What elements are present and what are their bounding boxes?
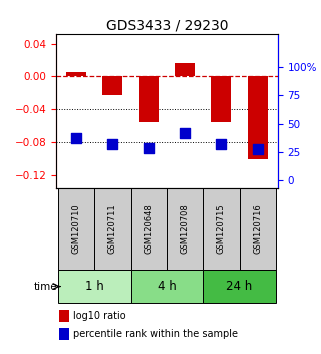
Bar: [248, 76, 268, 159]
Bar: [203, 188, 239, 270]
Point: [219, 141, 224, 147]
Text: 24 h: 24 h: [226, 280, 253, 293]
Bar: [175, 63, 195, 76]
Bar: [131, 270, 203, 303]
Text: GSM120648: GSM120648: [144, 204, 153, 254]
Point: [74, 135, 79, 141]
Text: GSM120710: GSM120710: [72, 204, 81, 254]
Text: 1 h: 1 h: [85, 280, 104, 293]
Bar: [139, 76, 159, 122]
Bar: [212, 76, 231, 122]
Bar: [58, 270, 131, 303]
Title: GDS3433 / 29230: GDS3433 / 29230: [106, 18, 228, 33]
Bar: [102, 76, 122, 95]
Point: [183, 130, 188, 136]
Bar: [59, 329, 69, 341]
Bar: [167, 188, 203, 270]
Bar: [131, 188, 167, 270]
Point: [110, 141, 115, 147]
Text: GSM120715: GSM120715: [217, 204, 226, 254]
Bar: [239, 188, 276, 270]
Bar: [203, 270, 276, 303]
Text: GSM120716: GSM120716: [253, 204, 262, 254]
Bar: [58, 188, 94, 270]
Bar: [66, 72, 86, 76]
Text: log10 ratio: log10 ratio: [73, 311, 126, 321]
Text: GSM120708: GSM120708: [181, 204, 190, 254]
Text: time: time: [34, 281, 57, 292]
Bar: [59, 310, 69, 322]
Text: percentile rank within the sample: percentile rank within the sample: [73, 330, 238, 339]
Bar: [94, 188, 131, 270]
Text: GSM120711: GSM120711: [108, 204, 117, 254]
Point: [146, 145, 151, 151]
Point: [255, 147, 260, 152]
Text: 4 h: 4 h: [158, 280, 176, 293]
